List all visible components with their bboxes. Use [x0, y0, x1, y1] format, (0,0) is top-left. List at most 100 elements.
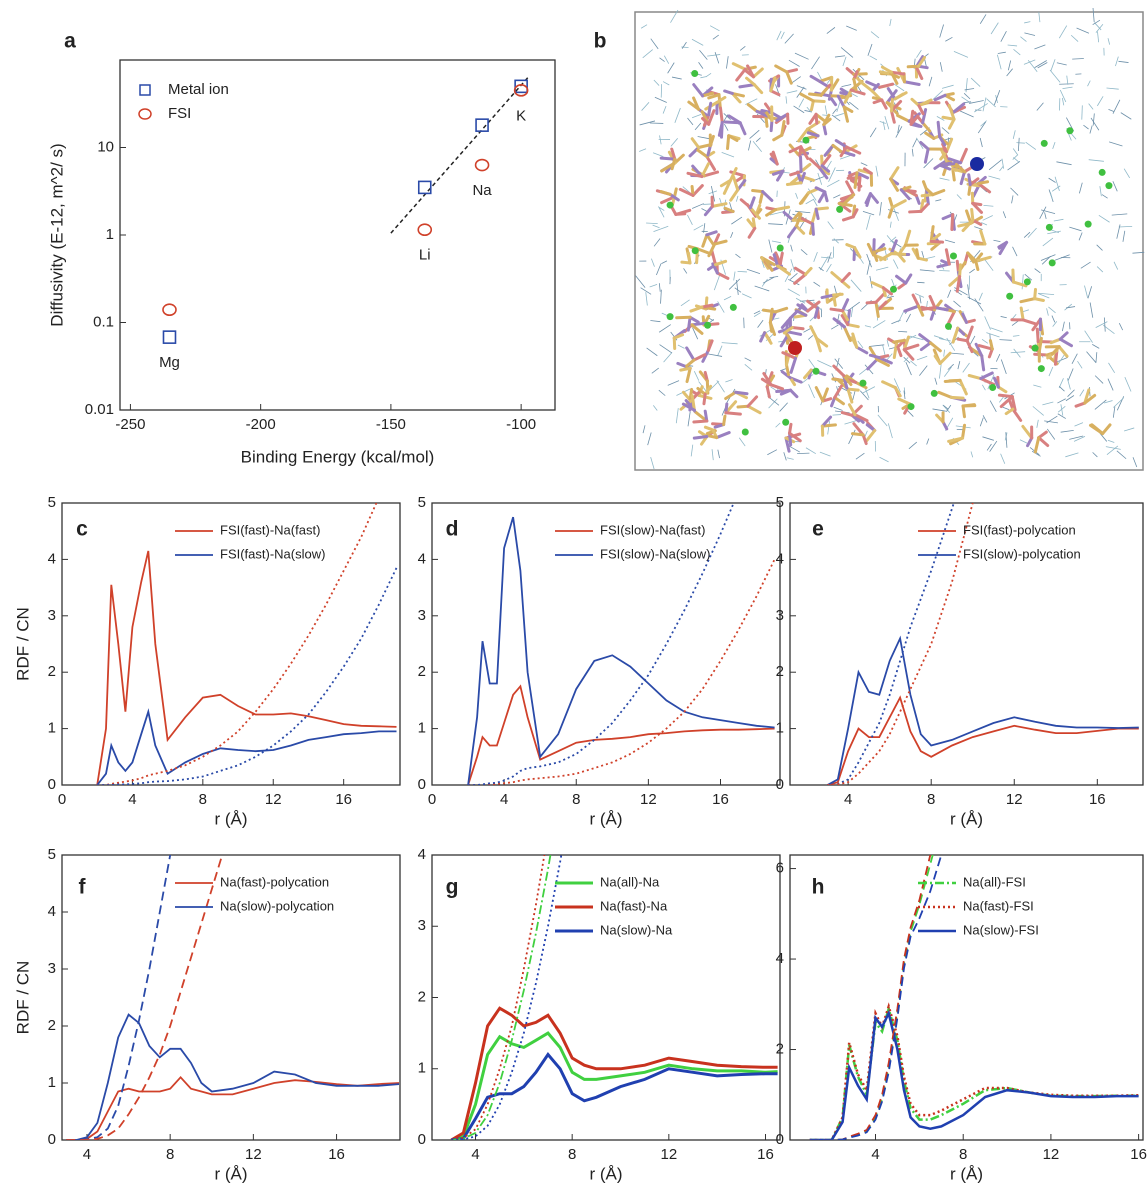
fsi-stick	[832, 293, 837, 307]
legend-label: Na(slow)-Na	[600, 922, 673, 937]
polymer-strand	[1012, 246, 1018, 257]
fsi-stick	[947, 117, 956, 130]
polymer-strand	[1115, 56, 1119, 67]
fsi-stick	[999, 395, 1014, 408]
plot-area	[162, 75, 530, 344]
fsi-stick	[861, 433, 868, 446]
polymer-strand	[1132, 457, 1138, 468]
fsi-stick	[785, 68, 799, 74]
fsi-stick	[660, 195, 676, 205]
polymer-strand	[834, 55, 846, 58]
polymer-strand	[1108, 108, 1115, 113]
fsi-stick	[806, 187, 819, 195]
legend-label: FSI(fast)-polycation	[963, 522, 1076, 537]
polymer-strand	[1001, 158, 1005, 169]
fsi-stick	[892, 342, 898, 360]
polymer-strand	[813, 198, 818, 207]
polymer-strand	[832, 414, 841, 416]
fsi-stick	[933, 93, 947, 102]
sodium-ion	[836, 205, 844, 213]
polymer-strand	[1092, 452, 1098, 458]
polymer-strand	[1023, 231, 1031, 238]
polymer-strand	[903, 390, 906, 400]
fsi-stick	[821, 387, 829, 403]
sodium-ion	[989, 384, 997, 392]
sodium-ion	[782, 418, 790, 426]
polymer-strand	[784, 268, 793, 283]
fsi-stick	[806, 131, 820, 138]
plot-area	[96, 503, 398, 785]
fsi-stick	[822, 123, 828, 136]
fsi-stick	[703, 384, 713, 396]
fsi-stick	[893, 92, 905, 101]
polymer-strand	[857, 340, 864, 349]
polymer-strand	[1067, 389, 1075, 397]
point	[514, 79, 528, 94]
panel: h 4 8 12 16 0 2 4 6 r (Å) Na(all)-FSI Na(fast)-FSI N…	[776, 854, 1147, 1183]
x-tick-label: 12	[245, 1146, 262, 1163]
sodium-ion	[812, 367, 820, 375]
polymer-strand	[1032, 406, 1044, 416]
y-tick-label: 3	[776, 607, 784, 624]
polymer-strand	[1010, 187, 1019, 196]
x-axis-label: r (Å)	[950, 809, 983, 828]
polymer-strand	[995, 353, 1001, 362]
polymer-strand	[788, 59, 800, 67]
polymer-strand	[1132, 251, 1145, 254]
plot-area	[809, 855, 1139, 1140]
fsi-stick	[997, 240, 1009, 250]
polymer-strand	[681, 46, 689, 49]
polymer-strand	[1021, 274, 1024, 290]
polymer-strand	[841, 84, 852, 88]
polymer-strand	[903, 387, 906, 395]
fsi-stick	[917, 98, 933, 108]
fsi-stick	[842, 374, 853, 387]
polymer-strand	[1094, 22, 1102, 31]
polymer-strand	[642, 425, 646, 434]
fsi-stick	[719, 178, 733, 188]
polymer-strand	[1123, 427, 1135, 432]
fsi-stick	[727, 134, 739, 142]
fsi-stick	[949, 395, 965, 400]
polymer-strand	[932, 408, 946, 412]
fsi-stick	[880, 65, 893, 74]
fsi-stick	[768, 307, 774, 325]
fsi-stick	[936, 120, 942, 139]
fsi-stick	[832, 364, 846, 378]
fsi-stick	[951, 326, 960, 344]
polymer-strand	[779, 402, 788, 412]
polymer-strand	[1076, 27, 1090, 34]
polymer-strand	[1034, 60, 1047, 68]
panel-label: c	[76, 518, 88, 541]
polymer-strand	[806, 106, 812, 113]
x-axis-label: r (Å)	[950, 1164, 983, 1183]
point	[513, 84, 529, 97]
fsi-stick	[774, 306, 789, 314]
y-tick-label: 1	[106, 226, 114, 243]
fsi-stick	[947, 103, 956, 121]
polymer-strand	[1098, 214, 1110, 223]
fsi-stick	[954, 162, 967, 174]
polymer-strand	[1094, 399, 1107, 410]
polymer-strand	[1044, 420, 1058, 424]
fsi-stick	[846, 323, 860, 329]
polymer-strand	[864, 430, 868, 437]
polymer-strand	[831, 114, 841, 122]
polymer-strand	[1113, 397, 1125, 408]
fsi-stick	[761, 190, 774, 202]
x-axis-label: r (Å)	[589, 809, 622, 828]
polymer-strand	[677, 344, 685, 349]
point-annotation: K	[516, 107, 526, 124]
polymer-strand	[1057, 353, 1066, 366]
polymer-strand	[813, 281, 821, 287]
polymer-strand	[990, 22, 999, 35]
polymer-strand	[791, 76, 801, 84]
fsi-stick	[815, 336, 822, 353]
polymer-strand	[1048, 366, 1054, 377]
y-tick-label: 4	[48, 903, 56, 920]
fsi-stick	[1019, 306, 1025, 322]
fsi-stick	[1019, 297, 1037, 304]
fsi-stick	[841, 298, 850, 313]
fsi-stick	[890, 199, 907, 209]
